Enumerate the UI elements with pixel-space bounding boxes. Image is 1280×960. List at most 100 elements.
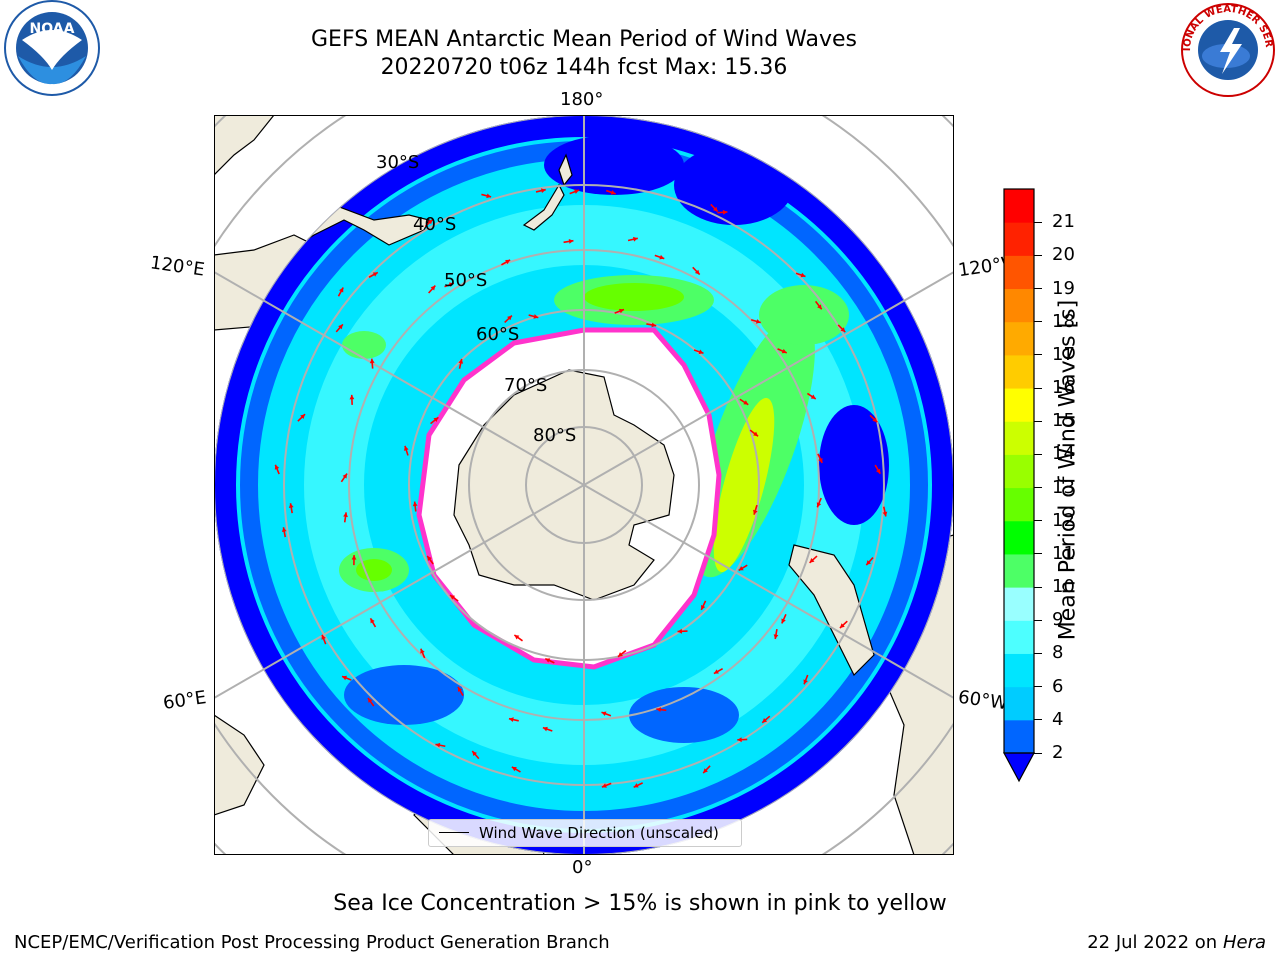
colorbar-band <box>1004 686 1034 721</box>
wave-arrow-head <box>433 417 439 422</box>
colorbar-band <box>1004 189 1034 223</box>
wave-arrow-head <box>762 718 768 723</box>
wave-arrow-head <box>349 394 355 400</box>
colorbar-tick-label: 13 <box>1052 476 1075 498</box>
wave-arrow-head <box>404 445 409 451</box>
antarctica <box>453 369 675 601</box>
wave-arrow-head <box>601 711 607 716</box>
wave-arrow-head <box>545 658 551 663</box>
wave-arrow-head <box>574 189 580 194</box>
colorbar-tick-label: 14 <box>1052 443 1075 465</box>
wave-arrow-head <box>458 358 464 364</box>
wave-arrow-head <box>288 503 294 508</box>
wave-arrow-head <box>427 219 433 225</box>
wave-arrow-head <box>450 595 455 600</box>
colorbar-tick-label: 10 <box>1052 576 1075 598</box>
colorbar-tick-mark <box>1034 487 1042 489</box>
lon-label-120e: 120°E <box>148 252 206 281</box>
wave-arrow-head <box>430 285 436 291</box>
wave-arrow-head <box>339 287 344 293</box>
wave-arrow-head <box>448 282 454 287</box>
colorbar-band <box>1004 388 1034 422</box>
nws-logo: NATIONAL WEATHER SERVICE <box>1176 0 1275 97</box>
colorbar-tick-mark <box>1034 387 1042 389</box>
colorbar-tick-mark <box>1034 686 1042 688</box>
colorbar-tick-label: 6 <box>1052 675 1064 697</box>
lon-label-60e: 60°E <box>161 687 208 714</box>
wave-arrow-head <box>367 697 373 703</box>
wave-arrow-head <box>420 648 425 654</box>
wave-arrow-head <box>839 623 845 628</box>
wave-arrow-head <box>816 502 822 508</box>
colorbar-tick-mark <box>1034 553 1042 555</box>
polar-map <box>214 115 954 855</box>
wave-arrow-head <box>755 319 761 324</box>
wave-arrow-head <box>435 742 441 748</box>
wave-arrow-head <box>343 512 348 518</box>
wave-arrow-head <box>618 652 623 657</box>
colorbar-tick-label: 4 <box>1052 708 1064 730</box>
footer-date: 22 Jul 2022 on Hera <box>1087 932 1266 953</box>
wave-arrow-head <box>753 509 758 515</box>
sea-ice-caption: Sea Ice Concentration > 15% is shown in … <box>333 891 947 916</box>
wave-arrow-head <box>540 188 546 194</box>
colorbar-tick-mark <box>1034 420 1042 422</box>
footer-date-text: 22 Jul 2022 on <box>1087 932 1223 953</box>
wave-arrow-head <box>722 209 728 215</box>
wave-arrow-head <box>274 464 280 470</box>
wave-arrow-head <box>712 206 718 212</box>
wave-arrow-head <box>412 501 418 507</box>
wave-arrow-head <box>507 315 512 321</box>
wave-arrow-head <box>872 417 878 423</box>
wave-arrow-head <box>656 707 662 713</box>
lon-label-0: 0° <box>572 857 593 878</box>
colorbar <box>1002 188 1036 783</box>
wave-arrow-head <box>698 349 704 355</box>
wave-arrow-head <box>875 468 881 474</box>
colorbar-tick-mark <box>1034 221 1042 223</box>
wave-arrow-head <box>342 473 348 479</box>
colorbar-band <box>1004 719 1034 754</box>
wave-arrow-head <box>486 193 492 199</box>
wave-arrow-head <box>700 604 706 610</box>
wave-arrow-head <box>882 511 888 517</box>
wave-arrow-head <box>753 431 759 437</box>
wave-arrow-head <box>694 269 700 275</box>
colorbar-tick-label: 8 <box>1052 642 1064 664</box>
chart-subtitle: 20220720 t06z 144h fcst Max: 15.36 <box>380 55 788 80</box>
colorbar-tick-label: 19 <box>1052 277 1075 299</box>
colorbar-band <box>1004 653 1034 688</box>
wave-arrow-head <box>321 634 326 640</box>
lon-label-180: 180° <box>560 89 604 110</box>
colorbar-band <box>1004 354 1034 389</box>
colorbar-tick-mark <box>1034 354 1042 356</box>
wave-arrow-head <box>773 634 779 640</box>
noaa-logo: NOAA <box>4 0 100 96</box>
wave-arrow-head <box>738 566 744 571</box>
wave-arrow-head <box>713 669 719 674</box>
wave-arrow-head <box>427 556 432 561</box>
wave-arrow-head <box>659 254 665 260</box>
colorbar-tick-label: 20 <box>1052 244 1075 266</box>
lat-label-60s: 60°S <box>476 324 520 345</box>
colorbar-tick-label: 9 <box>1052 609 1064 631</box>
wave-arrow-head <box>651 322 657 328</box>
wave-arrow-head <box>633 783 639 788</box>
colorbar-under-extend <box>1002 752 1036 783</box>
wave-arrow-head <box>781 348 787 354</box>
chart-title: GEFS MEAN Antarctic Mean Period of Wind … <box>311 27 857 52</box>
colorbar-tick-label: 16 <box>1052 377 1075 399</box>
wave-arrow-head <box>370 618 375 624</box>
wave-arrow-head <box>610 190 616 195</box>
wave-arrow-head <box>511 766 517 772</box>
wave-arrow-head <box>372 272 378 277</box>
wave-arrow-head <box>677 628 683 634</box>
wave-arrow-head <box>817 304 822 310</box>
lat-label-50s: 50°S <box>444 270 488 291</box>
wave-arrow-head <box>505 259 511 265</box>
footer-branch: NCEP/EMC/Verification Post Processing Pr… <box>14 932 610 953</box>
colorbar-band <box>1004 454 1034 489</box>
lat-label-70s: 70°S <box>504 375 548 396</box>
colorbar-band <box>1004 321 1034 356</box>
colorbar-band <box>1004 520 1034 555</box>
